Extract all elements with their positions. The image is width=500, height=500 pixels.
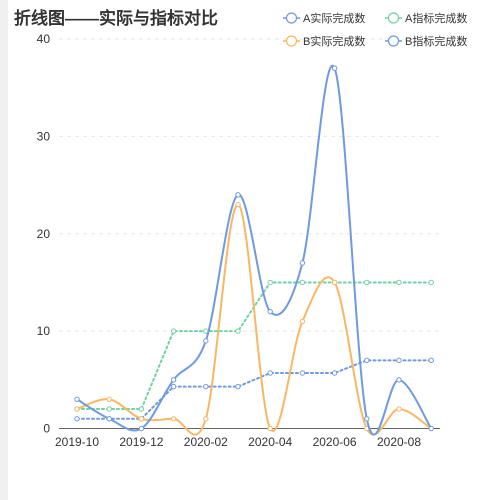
y-tick-label: 0 [43,422,50,436]
data-point [138,425,145,432]
x-tick-label: 2020-02 [184,435,228,449]
series-2 [74,201,434,436]
data-point [106,406,112,412]
data-point [364,279,370,286]
data-point [299,370,306,376]
y-tick-label: 30 [37,129,51,143]
data-point [203,383,209,390]
data-point [106,416,112,422]
data-point [396,406,402,412]
y-tick-label: 10 [37,324,51,338]
x-tick-label: 2020-08 [377,435,421,449]
series-line [76,359,433,420]
data-point [331,279,338,286]
x-tick-label: 2020-04 [248,435,292,449]
data-point [138,416,145,422]
data-point [170,416,177,422]
data-point [170,377,177,383]
legend-marker-icon [285,12,298,24]
legend-marker-icon [285,35,298,47]
data-point [106,396,112,402]
legend-marker-icon [387,35,400,47]
series-layer [74,64,434,436]
data-point [364,357,370,364]
data-point [428,357,434,364]
data-point [299,318,306,325]
x-tick-label: 2019-10 [55,435,99,449]
legend-item: B指标完成数 [385,34,467,48]
legend-label: A实际完成数 [303,11,365,25]
series-0 [74,64,434,436]
data-point [235,192,241,198]
legend-marker-icon [387,12,400,24]
data-point [235,328,241,334]
data-point [235,383,241,390]
data-point [170,383,177,390]
legend-item: A指标完成数 [385,11,467,25]
chart-title: 折线图——实际与指标对比 [14,9,218,28]
y-tick-label: 40 [37,32,51,46]
legend-label: A指标完成数 [405,11,467,25]
data-point [428,279,434,286]
legend-label: B实际完成数 [303,34,365,48]
data-point [331,370,338,376]
grid-layer [59,38,440,332]
data-point [170,328,177,334]
legend-item: B实际完成数 [283,34,365,48]
data-point [396,357,402,364]
data-point [299,260,306,266]
axis-layer: 0 10 20 30 40 2019-10 2019-12 2020-02 2020-04 202… [37,32,440,449]
legend-layer: A实际完成数 A指标完成数 B实际完成数 B指标完成数 [283,11,467,48]
data-point [74,416,80,422]
data-point [364,416,370,422]
legend-item: A实际完成数 [283,11,365,25]
data-point [396,279,402,286]
data-point [267,308,273,315]
series-1 [74,279,434,412]
data-point [267,370,273,376]
data-point [74,396,80,402]
legend-label: B指标完成数 [405,34,467,48]
x-tick-label: 2019-12 [119,435,163,449]
x-tick-label: 2020-06 [313,435,357,449]
page-edge [0,0,8,500]
data-point [428,425,434,432]
data-point [235,201,241,208]
data-point [138,406,145,412]
data-point [331,65,338,71]
series-line [76,203,433,436]
data-point [396,377,402,383]
data-point [74,406,80,412]
data-point [299,279,306,286]
data-point [267,425,273,432]
data-point [203,416,209,422]
y-tick-label: 20 [37,227,51,241]
data-point [267,279,273,286]
data-point [203,338,209,344]
